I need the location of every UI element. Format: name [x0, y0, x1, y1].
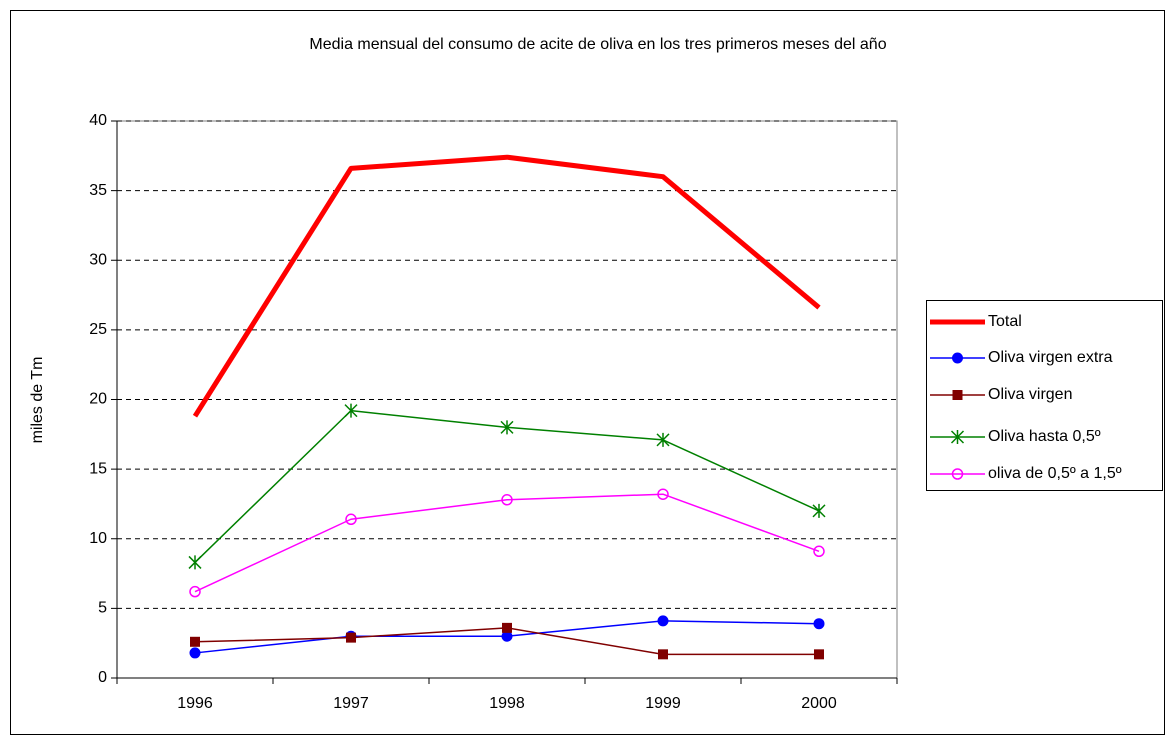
marker [188, 555, 202, 570]
series-line [194, 493, 820, 593]
x-tick-label: 1997 [333, 695, 369, 712]
x-tick-label: 1998 [489, 695, 525, 712]
x-tick-label: 1996 [177, 695, 213, 712]
legend-label: oliva de 0,5º a 1,5º [988, 465, 1122, 482]
series-line [192, 154, 821, 418]
marker [502, 622, 512, 633]
y-tick-label: 35 [89, 182, 107, 199]
marker [814, 649, 824, 660]
legend-label: Oliva hasta 0,5º [988, 428, 1101, 445]
marker [951, 468, 964, 480]
legend-label: Oliva virgen [988, 386, 1072, 403]
marker [658, 649, 668, 660]
x-tick-label: 2000 [801, 695, 837, 712]
marker [189, 647, 201, 659]
y-tick-label: 0 [98, 669, 107, 686]
y-tick-label: 30 [89, 251, 107, 268]
marker [952, 352, 963, 364]
x-tick-label: 1999 [645, 695, 681, 712]
marker [190, 636, 200, 647]
legend-label: Total [988, 313, 1022, 330]
marker [656, 432, 670, 447]
marker [189, 585, 201, 598]
chart-title: Media mensual del consumo de acite de ol… [309, 36, 886, 53]
y-tick-label: 25 [89, 321, 107, 338]
y-tick-label: 20 [89, 391, 107, 408]
marker [501, 494, 513, 506]
marker [813, 545, 825, 558]
marker [345, 513, 357, 526]
marker [813, 618, 825, 630]
marker [657, 488, 669, 500]
marker [812, 503, 826, 518]
y-axis-label: miles de Tm [29, 357, 46, 444]
marker [952, 390, 963, 400]
marker [950, 430, 965, 444]
marker [346, 632, 356, 643]
legend-label: Oliva virgen extra [988, 349, 1113, 366]
y-tick-label: 15 [89, 460, 107, 477]
marker [657, 615, 669, 627]
marker [500, 420, 514, 435]
y-tick-label: 5 [98, 600, 107, 617]
y-tick-label: 40 [89, 112, 107, 129]
y-tick-label: 10 [89, 530, 107, 547]
marker [344, 403, 358, 418]
